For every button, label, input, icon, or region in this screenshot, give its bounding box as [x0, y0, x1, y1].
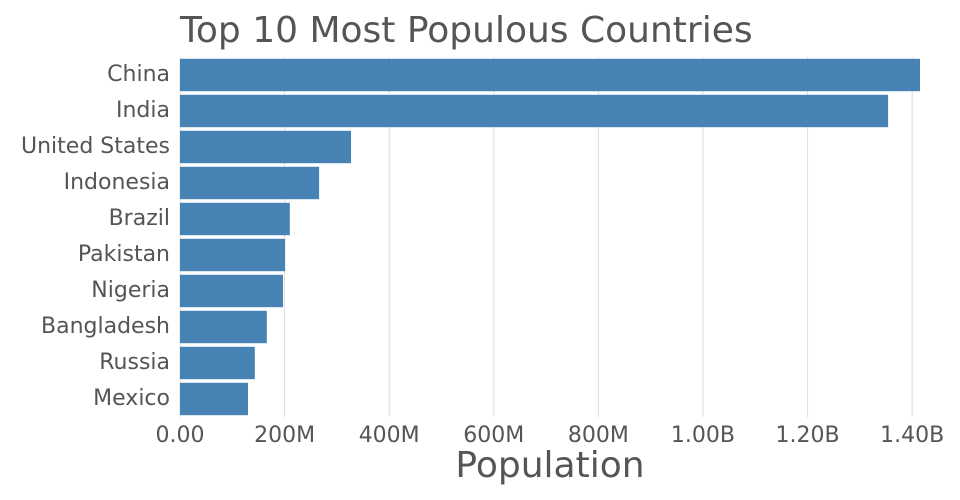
bar — [180, 346, 255, 380]
x-tick-label: 1.20B — [776, 423, 840, 448]
y-tick-label: Mexico — [93, 386, 170, 411]
chart-title: Top 10 Most Populous Countries — [179, 10, 753, 51]
y-tick-label: China — [107, 62, 170, 87]
x-tick-label: 1.00B — [671, 423, 735, 448]
x-tick-label: 200M — [254, 423, 315, 448]
bar — [180, 202, 290, 236]
x-tick-label: 400M — [359, 423, 420, 448]
bar — [180, 238, 286, 272]
y-tick-label: Brazil — [109, 206, 170, 231]
y-tick-label: Bangladesh — [41, 314, 170, 339]
y-tick-label: Pakistan — [78, 242, 170, 267]
y-tick-label: Indonesia — [64, 170, 170, 195]
bar — [180, 166, 320, 200]
x-tick-label: 0.00 — [156, 423, 205, 448]
bar — [180, 94, 889, 128]
y-tick-label: Nigeria — [91, 278, 170, 303]
y-tick-label: Russia — [99, 350, 170, 375]
y-tick-label: India — [116, 98, 170, 123]
y-tick-label: United States — [21, 134, 170, 159]
bar — [180, 130, 352, 164]
x-tick-label: 600M — [463, 423, 524, 448]
bar — [180, 58, 920, 92]
bar — [180, 310, 267, 344]
bar — [180, 274, 284, 308]
x-axis-label: Population — [455, 445, 644, 486]
x-tick-label: 1.40B — [880, 423, 944, 448]
x-tick-label: 800M — [568, 423, 629, 448]
bar — [180, 382, 248, 416]
